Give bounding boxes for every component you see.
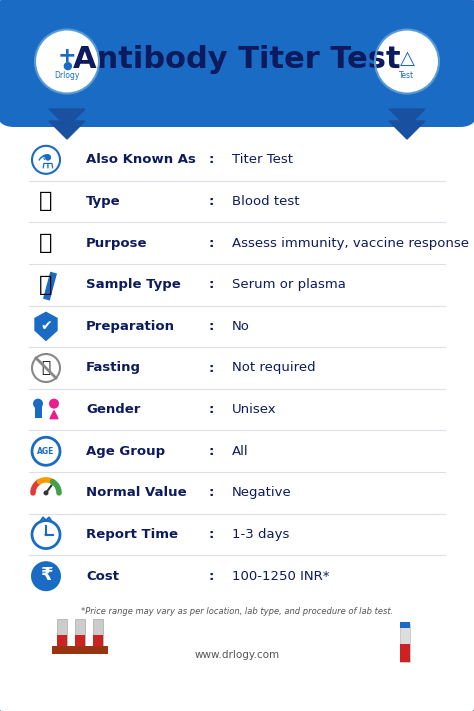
Bar (400, 622, 410, 628)
Text: Gender: Gender (86, 403, 140, 416)
Text: △: △ (400, 49, 414, 68)
Polygon shape (50, 411, 58, 419)
Text: Report Time: Report Time (86, 528, 178, 541)
Circle shape (375, 29, 439, 94)
Circle shape (49, 399, 59, 409)
Text: 💉: 💉 (39, 274, 53, 295)
Bar (35, 406, 42, 417)
Text: ✓: ✓ (42, 153, 50, 163)
Text: ⚗: ⚗ (37, 152, 55, 171)
Text: :: : (209, 237, 214, 250)
Bar (52, 646, 108, 654)
Bar (93, 619, 103, 647)
Text: Age Group: Age Group (86, 445, 165, 458)
Bar (75, 635, 85, 647)
Text: :: : (209, 195, 214, 208)
Text: Antibody Titer Test: Antibody Titer Test (73, 45, 401, 74)
Polygon shape (49, 121, 85, 139)
Text: :: : (209, 403, 214, 416)
Text: :: : (209, 570, 214, 583)
Text: 100-1250 INR*: 100-1250 INR* (232, 570, 329, 583)
Text: All: All (232, 445, 249, 458)
Bar (14, 89, 460, 109)
Text: Serum or plasma: Serum or plasma (232, 278, 346, 292)
Text: *Price range may vary as per location, lab type, and procedure of lab test.: *Price range may vary as per location, l… (81, 607, 393, 616)
Text: :: : (209, 486, 214, 499)
Bar (75, 619, 85, 647)
Circle shape (44, 491, 48, 496)
Circle shape (45, 533, 47, 536)
Polygon shape (389, 109, 425, 127)
Text: Type: Type (86, 195, 120, 208)
FancyBboxPatch shape (0, 0, 474, 127)
Bar (400, 644, 410, 662)
Text: 1-3 days: 1-3 days (232, 528, 289, 541)
Text: :: : (209, 361, 214, 375)
Text: Blood test: Blood test (232, 195, 300, 208)
Text: Purpose: Purpose (86, 237, 147, 250)
Text: Negative: Negative (232, 486, 292, 499)
Text: :: : (209, 278, 214, 292)
Text: Unisex: Unisex (232, 403, 277, 416)
Bar (93, 635, 103, 647)
Text: ₹: ₹ (40, 566, 52, 584)
Text: AGE: AGE (37, 447, 55, 456)
Text: Fasting: Fasting (86, 361, 141, 375)
Bar (57, 619, 67, 647)
Text: ●: ● (62, 60, 72, 70)
Bar (400, 624, 410, 662)
Text: Sample Type: Sample Type (86, 278, 181, 292)
Text: +: + (58, 46, 76, 65)
Bar (43, 272, 57, 301)
Text: :: : (209, 528, 214, 541)
Text: Test: Test (400, 71, 415, 80)
Text: Assess immunity, vaccine response: Assess immunity, vaccine response (232, 237, 469, 250)
Text: Normal Value: Normal Value (86, 486, 187, 499)
Text: ✔: ✔ (40, 319, 52, 333)
Circle shape (35, 29, 99, 94)
Text: www.drlogy.com: www.drlogy.com (194, 650, 280, 660)
Text: 🔬: 🔬 (39, 191, 53, 211)
Text: Preparation: Preparation (86, 320, 175, 333)
Polygon shape (49, 109, 85, 127)
Circle shape (33, 399, 43, 409)
Text: 💡: 💡 (39, 233, 53, 253)
Text: Not required: Not required (232, 361, 316, 375)
Text: Titer Test: Titer Test (232, 154, 293, 166)
Text: Also Known As: Also Known As (86, 154, 196, 166)
Text: Drlogy: Drlogy (55, 71, 80, 80)
Polygon shape (389, 121, 425, 139)
Text: 🍴: 🍴 (41, 360, 51, 375)
Text: :: : (209, 445, 214, 458)
Polygon shape (35, 312, 57, 341)
Text: Cost: Cost (86, 570, 119, 583)
Circle shape (31, 561, 61, 591)
Bar (57, 635, 67, 647)
Text: :: : (209, 320, 214, 333)
Text: :: : (209, 154, 214, 166)
Text: No: No (232, 320, 250, 333)
